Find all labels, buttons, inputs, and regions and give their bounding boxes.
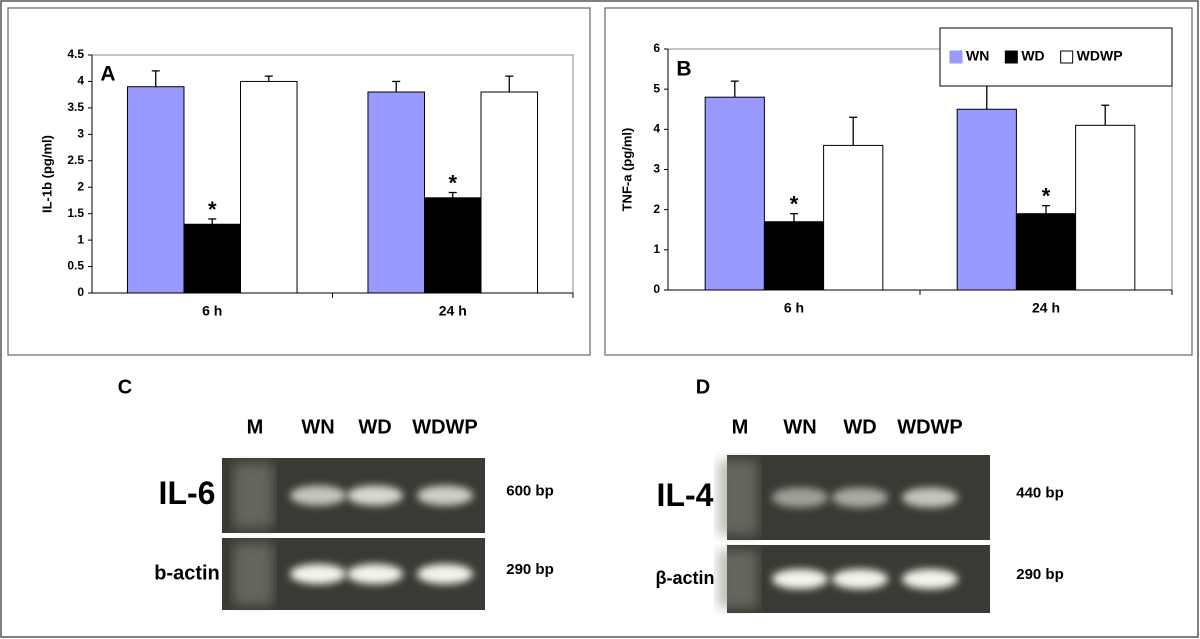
y-tick-label: 3 — [77, 127, 84, 141]
bar — [823, 144, 884, 291]
panel-label: B — [676, 58, 691, 81]
y-tick-label: 6 — [653, 41, 660, 55]
bar — [480, 91, 539, 294]
y-tick-label: 4 — [653, 122, 660, 136]
gel-row-name: IL-6 — [159, 475, 216, 511]
y-tick-label: 0 — [653, 282, 660, 296]
error-bar — [1042, 204, 1050, 214]
gel-band — [347, 485, 403, 506]
marker-lane — [718, 460, 758, 535]
y-axis-label: TNF-a (pg/ml) — [619, 128, 634, 212]
gel-band-size: 600 bp — [506, 482, 554, 499]
x-tick-label: 24 h — [439, 303, 467, 319]
y-tick-label: 5 — [653, 81, 660, 95]
lane-label: WN — [783, 416, 816, 438]
lane-label: WDWP — [412, 416, 478, 438]
y-tick-label: 3 — [653, 162, 660, 176]
panel-border — [604, 7, 1193, 356]
legend-label: WN — [966, 48, 989, 64]
gel-row-name: b-actin — [154, 562, 220, 584]
panel-label: D — [696, 376, 710, 398]
error-bar — [730, 80, 739, 98]
lane-label: M — [732, 416, 749, 438]
gel-band — [902, 487, 958, 508]
bar — [763, 221, 825, 291]
legend-swatch — [1060, 50, 1074, 64]
y-tick-label: 1 — [77, 232, 84, 246]
error-bar — [208, 218, 217, 225]
lane-label: WD — [843, 416, 876, 438]
gel-band — [290, 485, 346, 506]
y-tick-label: 0 — [77, 285, 84, 299]
significance-marker: * — [448, 170, 457, 195]
gel-band — [347, 564, 403, 584]
bar — [367, 91, 425, 294]
lane-label: WD — [358, 416, 391, 438]
error-bar — [151, 70, 160, 87]
error-bar — [392, 80, 401, 93]
error-bar — [264, 75, 273, 82]
lane-label: WN — [301, 416, 334, 438]
bar — [704, 96, 765, 291]
y-tick-label: 2 — [653, 202, 660, 216]
bar — [126, 86, 185, 294]
legend-swatch — [949, 50, 963, 64]
error-bar — [849, 116, 858, 146]
y-tick-label: 1 — [653, 242, 660, 256]
significance-marker: * — [208, 197, 217, 222]
y-tick-label: 2 — [77, 179, 84, 193]
legend-label: WD — [1021, 48, 1044, 64]
lane-label: M — [247, 416, 264, 438]
gel-band — [772, 569, 828, 589]
legend-label: WDWP — [1077, 48, 1123, 64]
y-tick-label: 0.5 — [67, 259, 84, 273]
gel-band — [902, 569, 958, 589]
legend-swatch — [1004, 50, 1018, 64]
gel-band-size: 290 bp — [506, 561, 554, 578]
gel-row-name: β-actin — [656, 568, 715, 588]
gel-band — [290, 564, 346, 584]
significance-marker: * — [1042, 183, 1051, 208]
y-tick-label: 3.5 — [67, 100, 84, 114]
panel-border — [7, 7, 591, 356]
error-bar — [790, 213, 798, 222]
bar — [240, 80, 298, 294]
gel-row-name: IL-4 — [657, 477, 714, 513]
gel-band — [772, 487, 828, 508]
error-bar — [982, 84, 991, 110]
significance-marker: * — [790, 191, 799, 216]
gel-band — [417, 564, 473, 584]
x-tick-label: 6 h — [784, 300, 804, 316]
x-tick-label: 6 h — [202, 303, 222, 319]
marker-lane — [233, 463, 273, 528]
error-bar — [1101, 104, 1110, 126]
y-tick-label: 1.5 — [67, 206, 84, 220]
gel-band — [832, 487, 888, 508]
error-bar — [505, 75, 514, 93]
gel-band — [832, 569, 888, 589]
y-axis-label: IL-1b (pg/ml) — [39, 135, 54, 213]
x-tick-label: 24 h — [1032, 300, 1060, 316]
gel-band — [417, 485, 473, 506]
gel-band-size: 440 bp — [1016, 484, 1064, 501]
bar — [423, 197, 482, 294]
marker-lane — [718, 550, 758, 608]
legend-box — [939, 27, 1173, 87]
panel-label: A — [100, 63, 115, 86]
gel-band-size: 290 bp — [1016, 566, 1064, 583]
bar — [1075, 124, 1136, 291]
y-tick-label: 2.5 — [67, 153, 84, 167]
lane-label: WDWP — [897, 416, 963, 438]
bar — [956, 108, 1017, 291]
marker-lane — [233, 543, 273, 605]
bar — [183, 223, 242, 294]
panel-label: C — [118, 376, 132, 398]
bar — [1015, 213, 1077, 291]
y-tick-label: 4 — [77, 74, 84, 88]
y-tick-label: 4.5 — [67, 47, 84, 61]
error-bar — [448, 191, 457, 198]
